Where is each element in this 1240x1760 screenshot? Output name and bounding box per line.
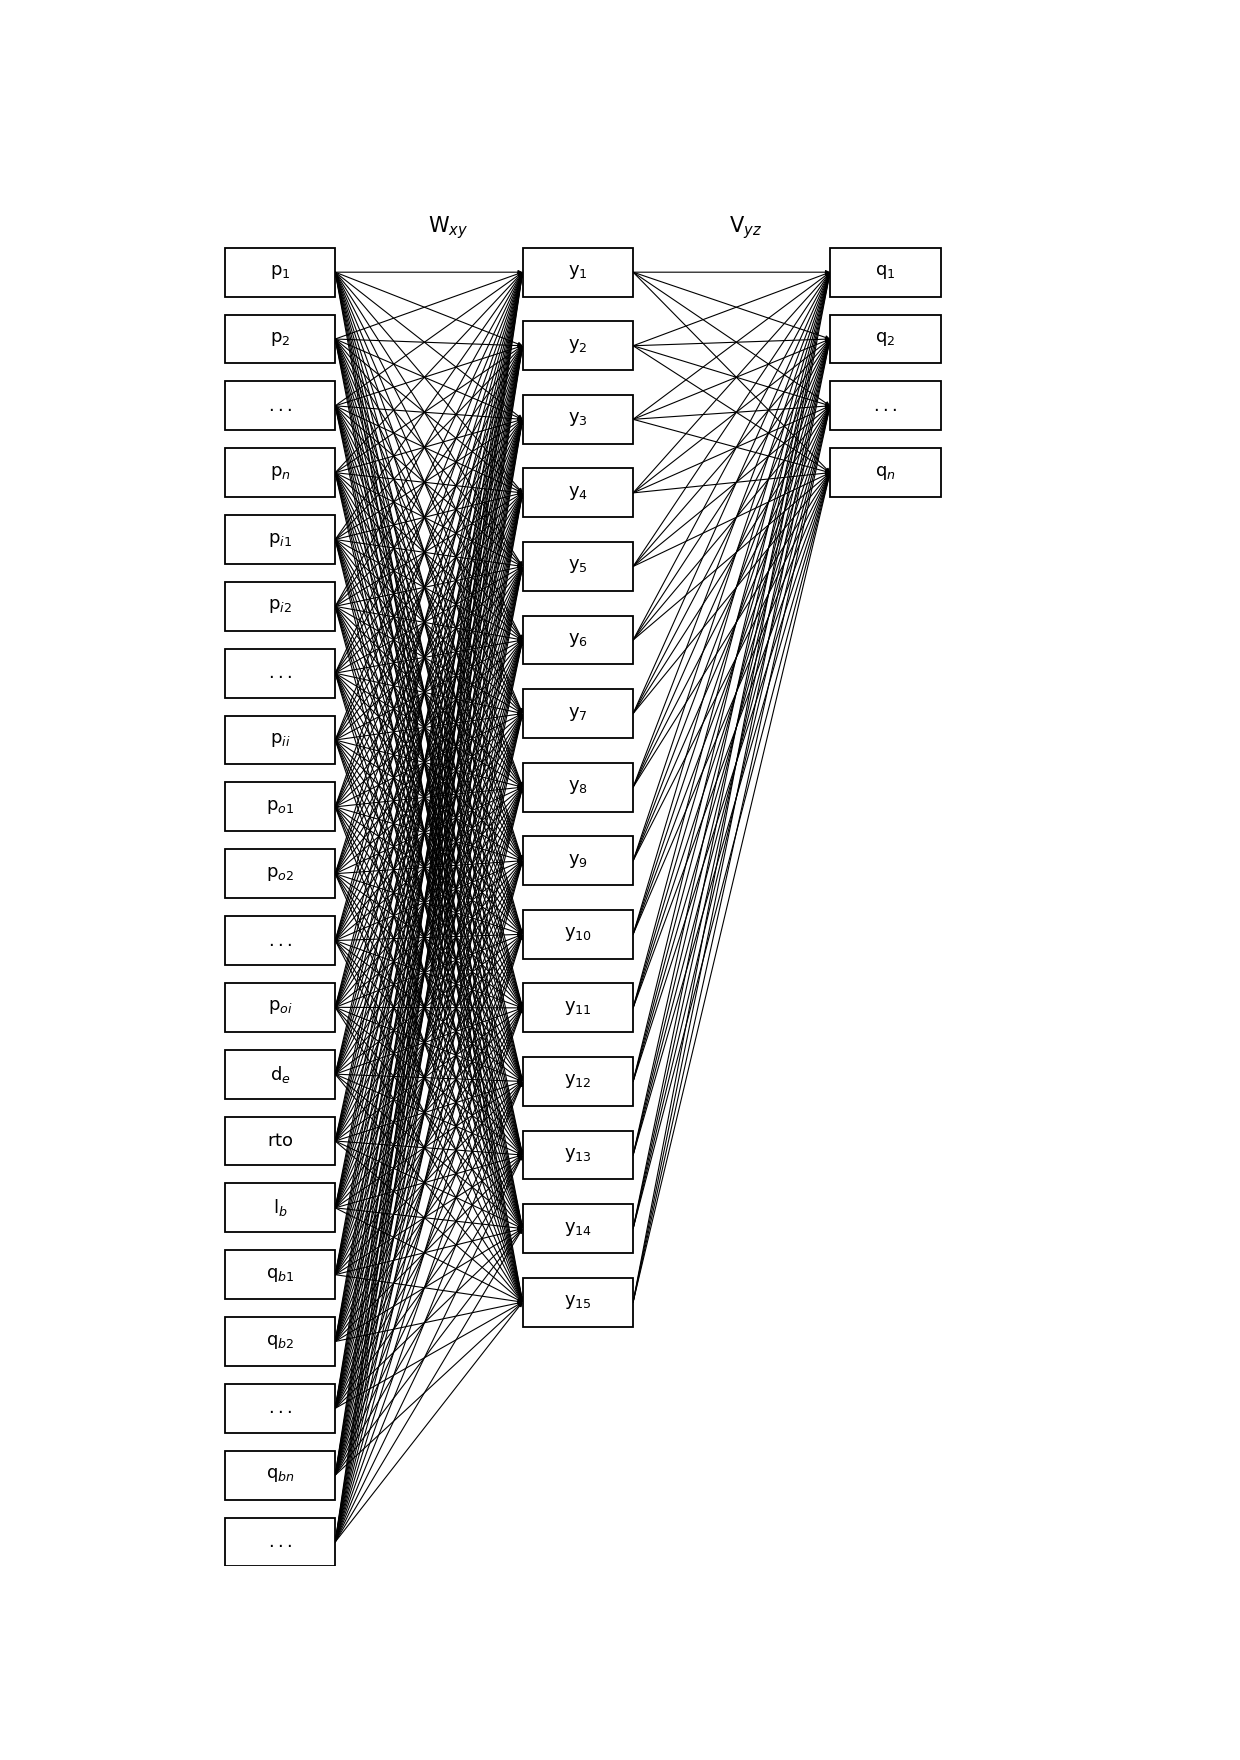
FancyBboxPatch shape (224, 315, 335, 363)
Text: $\mathrm{p}_{ii}$: $\mathrm{p}_{ii}$ (269, 730, 290, 750)
Text: $\mathrm{q}_2$: $\mathrm{q}_2$ (875, 331, 895, 348)
Text: $\mathrm{q}_{b2}$: $\mathrm{q}_{b2}$ (265, 1332, 294, 1350)
Text: $\mathrm{y}_{11}$: $\mathrm{y}_{11}$ (564, 1000, 591, 1017)
FancyBboxPatch shape (522, 248, 634, 297)
Text: $\mathrm{p}_1$: $\mathrm{p}_1$ (269, 264, 290, 282)
FancyBboxPatch shape (224, 1116, 335, 1165)
FancyBboxPatch shape (224, 783, 335, 831)
Text: $\mathrm{V}_{yz}$: $\mathrm{V}_{yz}$ (729, 215, 763, 241)
FancyBboxPatch shape (522, 394, 634, 444)
Text: $\mathrm{y}_9$: $\mathrm{y}_9$ (568, 852, 588, 869)
FancyBboxPatch shape (224, 248, 335, 297)
FancyBboxPatch shape (522, 690, 634, 737)
FancyBboxPatch shape (522, 1130, 634, 1179)
Text: $\mathrm{d}_e$: $\mathrm{d}_e$ (269, 1063, 290, 1084)
FancyBboxPatch shape (224, 1250, 335, 1299)
FancyBboxPatch shape (224, 1049, 335, 1098)
Text: $\mathrm{y}_1$: $\mathrm{y}_1$ (568, 264, 588, 282)
Text: $\mathrm{y}_8$: $\mathrm{y}_8$ (568, 778, 588, 796)
Text: $\mathrm{p}_{o1}$: $\mathrm{p}_{o1}$ (265, 797, 294, 817)
FancyBboxPatch shape (522, 1278, 634, 1327)
Text: $\mathrm{q}_{b1}$: $\mathrm{q}_{b1}$ (265, 1265, 294, 1283)
Text: $\mathrm{rto}$: $\mathrm{rto}$ (267, 1132, 293, 1149)
FancyBboxPatch shape (522, 468, 634, 517)
Text: $\mathrm{...}$: $\mathrm{...}$ (268, 1399, 293, 1417)
FancyBboxPatch shape (224, 382, 335, 429)
Text: $\mathrm{...}$: $\mathrm{...}$ (268, 1533, 293, 1551)
Text: $\mathrm{p}_n$: $\mathrm{p}_n$ (269, 463, 290, 482)
FancyBboxPatch shape (830, 382, 941, 429)
Text: $\mathrm{...}$: $\mathrm{...}$ (873, 396, 898, 415)
FancyBboxPatch shape (224, 649, 335, 697)
Text: $\mathrm{p}_2$: $\mathrm{p}_2$ (270, 331, 290, 348)
Text: $\mathrm{...}$: $\mathrm{...}$ (268, 664, 293, 683)
FancyBboxPatch shape (522, 616, 634, 665)
Text: $\mathrm{...}$: $\mathrm{...}$ (268, 396, 293, 415)
Text: $\mathrm{p}_{o2}$: $\mathrm{p}_{o2}$ (265, 864, 294, 884)
Text: $\mathrm{y}_{12}$: $\mathrm{y}_{12}$ (564, 1072, 591, 1091)
Text: $\mathrm{q}_1$: $\mathrm{q}_1$ (875, 264, 895, 282)
Text: $\mathrm{p}_{i2}$: $\mathrm{p}_{i2}$ (268, 597, 291, 616)
Text: $\mathrm{y}_{15}$: $\mathrm{y}_{15}$ (564, 1294, 591, 1311)
FancyBboxPatch shape (830, 248, 941, 297)
FancyBboxPatch shape (830, 449, 941, 496)
Text: $\mathrm{y}_3$: $\mathrm{y}_3$ (568, 410, 588, 428)
FancyBboxPatch shape (224, 1183, 335, 1232)
FancyBboxPatch shape (522, 836, 634, 885)
FancyBboxPatch shape (522, 984, 634, 1033)
FancyBboxPatch shape (224, 1450, 335, 1500)
Text: $\mathrm{y}_7$: $\mathrm{y}_7$ (568, 704, 588, 723)
FancyBboxPatch shape (224, 982, 335, 1031)
Text: $\mathrm{y}_5$: $\mathrm{y}_5$ (568, 558, 588, 576)
FancyBboxPatch shape (224, 583, 335, 630)
FancyBboxPatch shape (224, 716, 335, 764)
Text: $\mathrm{y}_{14}$: $\mathrm{y}_{14}$ (564, 1220, 591, 1237)
Text: $\mathrm{y}_{13}$: $\mathrm{y}_{13}$ (564, 1146, 591, 1163)
Text: $\mathrm{q}_{bn}$: $\mathrm{q}_{bn}$ (265, 1466, 294, 1484)
FancyBboxPatch shape (224, 917, 335, 964)
Text: $\mathrm{p}_{i1}$: $\mathrm{p}_{i1}$ (268, 530, 291, 549)
Text: $\mathrm{y}_{10}$: $\mathrm{y}_{10}$ (564, 926, 591, 943)
FancyBboxPatch shape (224, 1383, 335, 1433)
FancyBboxPatch shape (224, 516, 335, 563)
FancyBboxPatch shape (224, 1517, 335, 1566)
Text: $\mathrm{l}_b$: $\mathrm{l}_b$ (273, 1197, 288, 1218)
Text: $\mathrm{y}_4$: $\mathrm{y}_4$ (568, 484, 588, 502)
FancyBboxPatch shape (522, 1058, 634, 1105)
Text: $\mathrm{y}_2$: $\mathrm{y}_2$ (568, 336, 588, 356)
FancyBboxPatch shape (522, 910, 634, 959)
FancyBboxPatch shape (224, 1316, 335, 1366)
FancyBboxPatch shape (522, 762, 634, 811)
Text: $\mathrm{q}_n$: $\mathrm{q}_n$ (875, 463, 895, 482)
Text: $\mathrm{...}$: $\mathrm{...}$ (268, 931, 293, 949)
Text: $\mathrm{p}_{oi}$: $\mathrm{p}_{oi}$ (268, 998, 293, 1016)
FancyBboxPatch shape (522, 1204, 634, 1253)
Text: $\mathrm{W}_{xy}$: $\mathrm{W}_{xy}$ (428, 215, 469, 241)
FancyBboxPatch shape (522, 542, 634, 591)
FancyBboxPatch shape (522, 322, 634, 370)
FancyBboxPatch shape (830, 315, 941, 363)
FancyBboxPatch shape (224, 449, 335, 496)
FancyBboxPatch shape (224, 850, 335, 898)
Text: $\mathrm{y}_6$: $\mathrm{y}_6$ (568, 632, 588, 649)
